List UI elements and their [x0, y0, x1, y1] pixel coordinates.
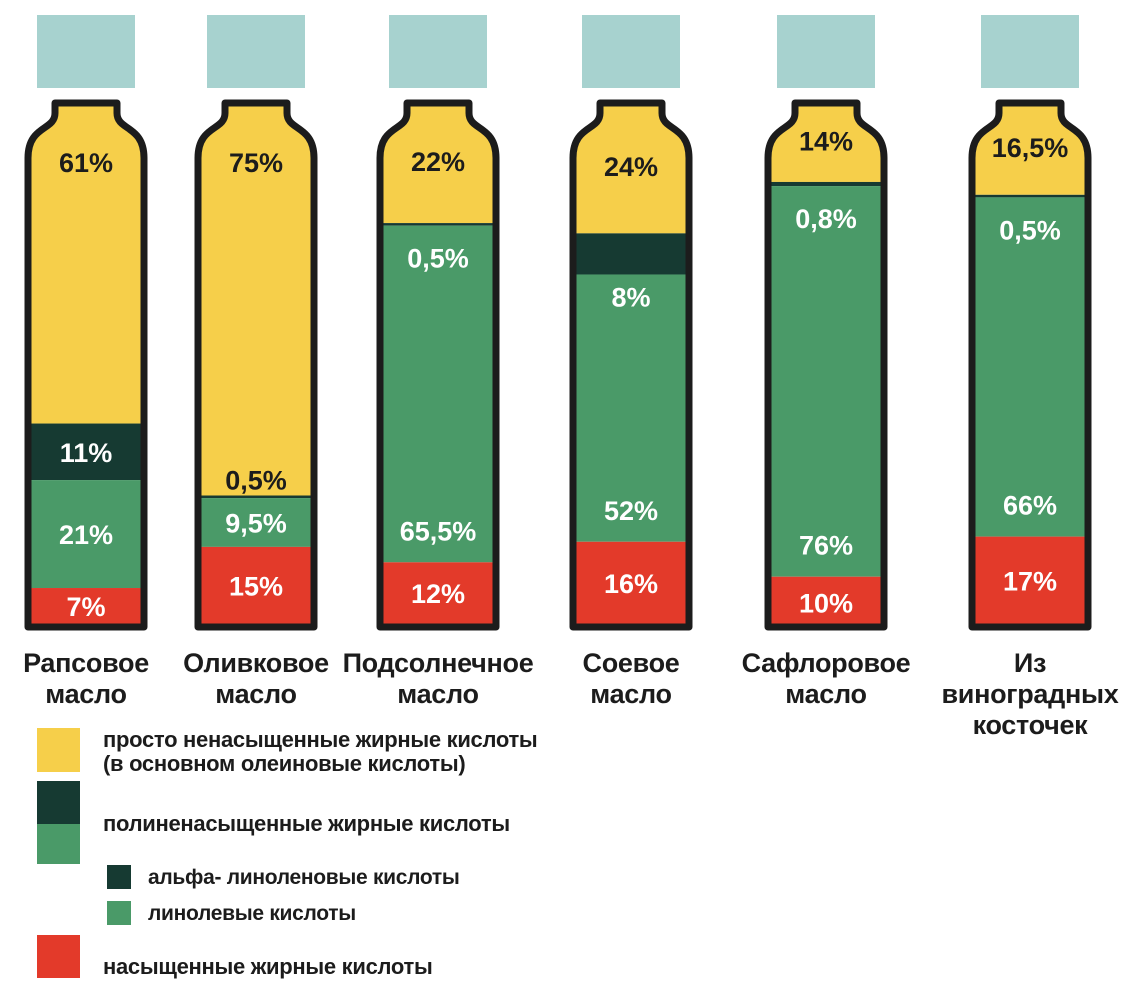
bottle-cap [37, 15, 135, 88]
category-label-line: Оливковое [183, 648, 329, 678]
category-label-line: Из [1013, 648, 1047, 678]
legend-label-mono: просто ненасыщенные жирные кислоты (в ос… [103, 727, 538, 776]
segment-alpha [198, 495, 314, 499]
segment-linoleic [198, 498, 314, 547]
bottle-outline [764, 99, 888, 631]
category-label-line: Рапсовое [23, 648, 149, 678]
legend-label-alpha: альфа- линоленовые кислоты [148, 866, 460, 889]
data-label-linoleic: 65,5% [400, 516, 477, 546]
data-label-mono: 75% [229, 148, 283, 178]
segment-saturated [198, 546, 314, 624]
data-label-mono: 14% [799, 126, 853, 156]
segment-mono [198, 103, 314, 496]
bottle: 61% 11% 21% 7% [24, 15, 148, 631]
segment-saturated [768, 576, 884, 627]
data-label-linoleic: 52% [604, 496, 658, 526]
legend-swatch-linoleic [107, 901, 131, 925]
bottle-outline [194, 99, 318, 631]
data-label-saturated: 12% [411, 579, 465, 609]
legend-swatch-poly-linoleic [37, 824, 80, 864]
legend-swatch-mono [37, 728, 80, 772]
segment-linoleic [573, 274, 689, 542]
legend-swatch-poly-alpha [37, 781, 80, 824]
segment-saturated [972, 536, 1088, 624]
category-label-line: виноградных [941, 679, 1119, 709]
bottle: 24% 8% 52% 16% [569, 15, 693, 631]
category-label: Рапсовое масло [0, 648, 186, 710]
segment-saturated [573, 541, 689, 624]
data-label-saturated: 7% [66, 592, 105, 622]
data-label-saturated: 10% [799, 588, 853, 618]
legend-label-saturated: насыщенные жирные кислоты [103, 954, 433, 979]
category-label: Оливковое масло [156, 648, 356, 710]
data-label-saturated: 16% [604, 569, 658, 599]
segment-alpha [380, 223, 496, 226]
data-label-mono: 24% [604, 152, 658, 182]
bottle-cap [582, 15, 680, 88]
category-label-line: Подсолнечное [342, 648, 534, 678]
data-label-linoleic: 9,5% [225, 508, 287, 538]
data-label-mono: 22% [411, 147, 465, 177]
bottle-fill [198, 103, 314, 624]
bottle-fill [28, 103, 144, 624]
data-label-alpha: 0,5% [225, 466, 287, 496]
category-label-line: Соевое [582, 648, 680, 678]
bottle-outline [376, 99, 500, 631]
segment-saturated [380, 562, 496, 624]
segment-linoleic [972, 197, 1088, 537]
bottle-cap [207, 15, 305, 88]
segment-alpha [573, 233, 689, 275]
data-label-alpha: 0,5% [407, 244, 469, 274]
category-label-line: масло [397, 679, 479, 709]
category-label-line: Сафлоровое [741, 648, 911, 678]
data-label-saturated: 15% [229, 571, 283, 601]
data-label-saturated: 17% [1003, 566, 1057, 596]
data-label-alpha: 0,8% [795, 204, 857, 234]
data-label-linoleic: 66% [1003, 491, 1057, 521]
bottle-outline [24, 99, 148, 631]
data-label-alpha: 11% [60, 438, 113, 468]
data-label-mono: 16,5% [992, 133, 1069, 163]
category-label: Подсолнечное масло [338, 648, 538, 710]
data-label-mono: 61% [59, 148, 113, 178]
segment-linoleic [380, 225, 496, 563]
segment-alpha [28, 423, 144, 481]
bottle-cap [981, 15, 1079, 88]
bottle-outline [569, 99, 693, 631]
bottle-outline [968, 99, 1092, 631]
legend-swatch-alpha [107, 865, 131, 889]
bottle-fill [972, 103, 1088, 624]
segment-linoleic [28, 480, 144, 589]
category-label-line: косточек [972, 710, 1088, 740]
bottle: 22% 0,5% 65,5% 12% [376, 15, 500, 631]
category-label-line: масло [45, 679, 127, 709]
legend-label-linoleic: линолевые кислоты [148, 902, 356, 925]
bottle-cap [777, 15, 875, 88]
data-label-alpha: 0,5% [999, 215, 1061, 245]
category-label-line: масло [785, 679, 867, 709]
category-label: Из виноградных косточек [930, 648, 1130, 741]
segment-mono [28, 103, 144, 424]
legend-swatch-saturated [37, 935, 80, 978]
bottle: 16,5% 0,5% 66% 17% [968, 15, 1092, 631]
data-label-linoleic: 21% [59, 520, 113, 550]
segment-alpha [972, 194, 1088, 198]
category-label-line: масло [590, 679, 672, 709]
segment-saturated [28, 588, 144, 624]
legend-label-poly: полиненасыщенные жирные кислоты [103, 811, 510, 836]
bottle: 14% 0,8% 76% 10% [764, 15, 888, 631]
category-label: Соевое масло [531, 648, 731, 710]
bottle-fill [768, 103, 884, 627]
category-label-line: масло [215, 679, 297, 709]
segment-alpha [768, 181, 884, 187]
bottle-cap [389, 15, 487, 88]
data-label-alpha: 8% [611, 282, 650, 312]
segment-linoleic [768, 186, 884, 577]
bottle: 75% 0,5% 9,5% 15% [194, 15, 318, 631]
data-label-linoleic: 76% [799, 531, 853, 561]
category-label: Сафлоровое масло [726, 648, 926, 710]
